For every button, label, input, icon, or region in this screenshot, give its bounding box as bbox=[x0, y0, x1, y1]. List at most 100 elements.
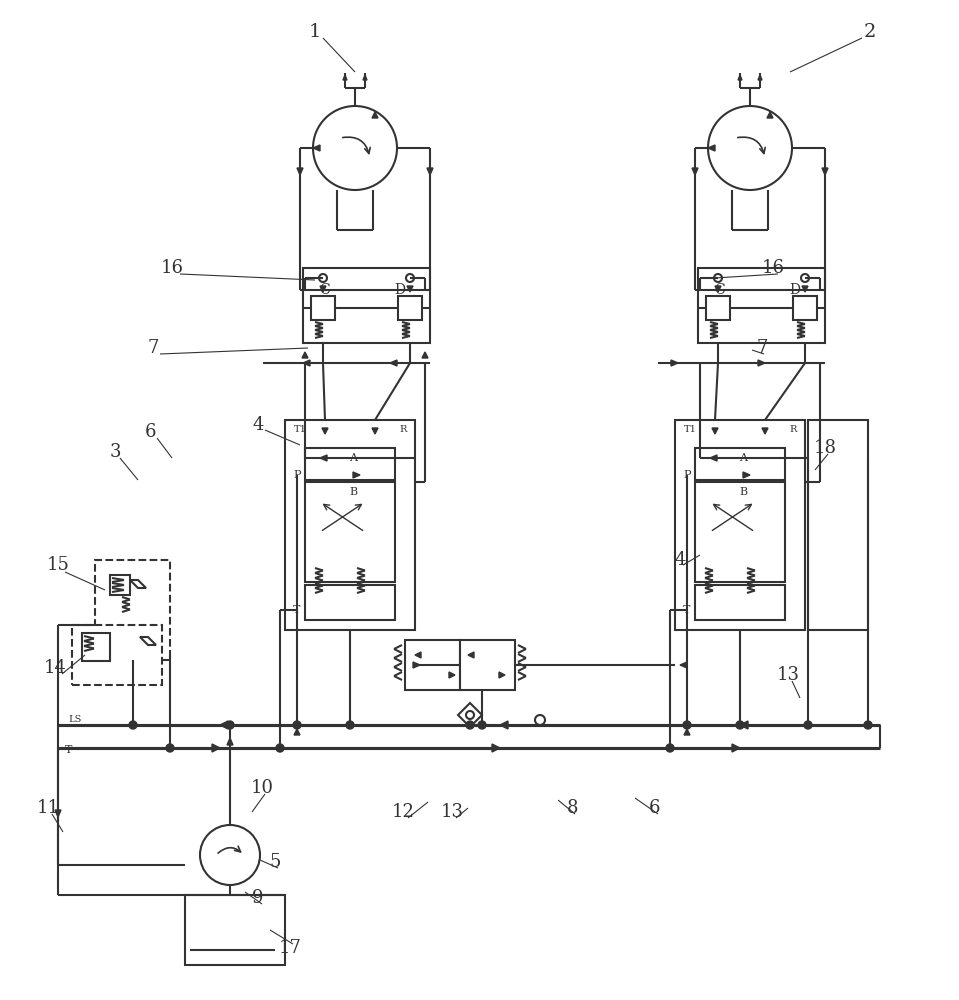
Polygon shape bbox=[758, 75, 762, 80]
Bar bbox=[305, 585, 395, 620]
Polygon shape bbox=[427, 168, 433, 175]
Circle shape bbox=[801, 274, 809, 282]
Polygon shape bbox=[758, 360, 765, 366]
Text: R: R bbox=[399, 426, 407, 434]
Circle shape bbox=[804, 721, 812, 729]
Polygon shape bbox=[802, 286, 808, 292]
Text: 1: 1 bbox=[309, 23, 321, 41]
Polygon shape bbox=[140, 637, 156, 645]
Text: 14: 14 bbox=[43, 659, 66, 677]
Circle shape bbox=[313, 106, 397, 190]
Text: 13: 13 bbox=[440, 803, 463, 821]
Polygon shape bbox=[738, 75, 742, 80]
Polygon shape bbox=[130, 580, 146, 588]
Text: 7: 7 bbox=[148, 339, 158, 357]
Text: D: D bbox=[394, 283, 406, 297]
Circle shape bbox=[319, 274, 327, 282]
Bar bbox=[695, 448, 785, 480]
Polygon shape bbox=[227, 738, 233, 745]
Bar bbox=[311, 296, 335, 320]
Circle shape bbox=[166, 744, 174, 752]
Bar bbox=[398, 296, 422, 320]
Bar bbox=[82, 633, 110, 661]
Text: 6: 6 bbox=[144, 423, 155, 441]
Polygon shape bbox=[422, 352, 428, 358]
Bar bbox=[110, 575, 130, 595]
Text: B: B bbox=[349, 487, 357, 497]
Polygon shape bbox=[313, 145, 320, 151]
Text: 3: 3 bbox=[109, 443, 121, 461]
Circle shape bbox=[346, 721, 354, 729]
Text: C: C bbox=[714, 283, 725, 297]
Polygon shape bbox=[743, 472, 750, 478]
Circle shape bbox=[666, 744, 674, 752]
Polygon shape bbox=[712, 428, 718, 434]
Text: 9: 9 bbox=[252, 889, 264, 907]
Bar bbox=[405, 640, 460, 690]
Polygon shape bbox=[413, 662, 420, 668]
Text: 8: 8 bbox=[566, 799, 577, 817]
Polygon shape bbox=[680, 662, 687, 668]
Bar bbox=[305, 448, 395, 480]
Text: 16: 16 bbox=[761, 259, 784, 277]
Polygon shape bbox=[458, 703, 482, 727]
Polygon shape bbox=[320, 455, 327, 461]
Polygon shape bbox=[322, 428, 328, 434]
Polygon shape bbox=[692, 168, 698, 175]
Circle shape bbox=[714, 274, 722, 282]
Bar bbox=[95, 560, 170, 660]
Text: 11: 11 bbox=[36, 799, 59, 817]
Circle shape bbox=[129, 721, 137, 729]
Polygon shape bbox=[372, 112, 378, 118]
Polygon shape bbox=[363, 75, 367, 80]
Polygon shape bbox=[499, 672, 505, 678]
Text: T: T bbox=[293, 605, 301, 615]
Text: R: R bbox=[789, 426, 797, 434]
Text: C: C bbox=[319, 283, 330, 297]
Polygon shape bbox=[767, 112, 773, 118]
Circle shape bbox=[276, 744, 284, 752]
Text: T1: T1 bbox=[293, 426, 307, 434]
Text: P: P bbox=[683, 470, 690, 480]
Polygon shape bbox=[390, 360, 397, 366]
Text: 4: 4 bbox=[252, 416, 264, 434]
Text: 2: 2 bbox=[864, 23, 877, 41]
Text: T: T bbox=[684, 605, 690, 615]
Circle shape bbox=[736, 721, 744, 729]
Polygon shape bbox=[302, 352, 308, 358]
Text: A: A bbox=[739, 453, 747, 463]
Text: 12: 12 bbox=[391, 803, 414, 821]
Polygon shape bbox=[708, 145, 715, 151]
Text: 18: 18 bbox=[813, 439, 836, 457]
Circle shape bbox=[478, 721, 486, 729]
Bar bbox=[675, 420, 805, 630]
Circle shape bbox=[200, 825, 260, 885]
Text: T1: T1 bbox=[684, 426, 696, 434]
Bar bbox=[460, 640, 515, 690]
Text: LS: LS bbox=[68, 716, 82, 724]
Polygon shape bbox=[715, 286, 721, 292]
Polygon shape bbox=[212, 744, 220, 752]
Polygon shape bbox=[415, 652, 421, 658]
Polygon shape bbox=[732, 744, 740, 752]
Circle shape bbox=[535, 715, 545, 725]
Circle shape bbox=[406, 274, 414, 282]
Text: 16: 16 bbox=[160, 259, 183, 277]
Text: A: A bbox=[349, 453, 357, 463]
Polygon shape bbox=[684, 729, 690, 735]
Polygon shape bbox=[468, 652, 474, 658]
Polygon shape bbox=[492, 744, 500, 752]
Polygon shape bbox=[55, 810, 61, 817]
Polygon shape bbox=[297, 168, 303, 175]
Polygon shape bbox=[740, 721, 748, 729]
Text: 15: 15 bbox=[47, 556, 69, 574]
Circle shape bbox=[466, 721, 474, 729]
Bar bbox=[695, 482, 785, 582]
Circle shape bbox=[226, 721, 234, 729]
Circle shape bbox=[864, 721, 872, 729]
Polygon shape bbox=[220, 721, 228, 729]
Circle shape bbox=[708, 106, 792, 190]
Text: 5: 5 bbox=[269, 853, 281, 871]
Polygon shape bbox=[407, 286, 413, 292]
Bar bbox=[305, 482, 395, 582]
